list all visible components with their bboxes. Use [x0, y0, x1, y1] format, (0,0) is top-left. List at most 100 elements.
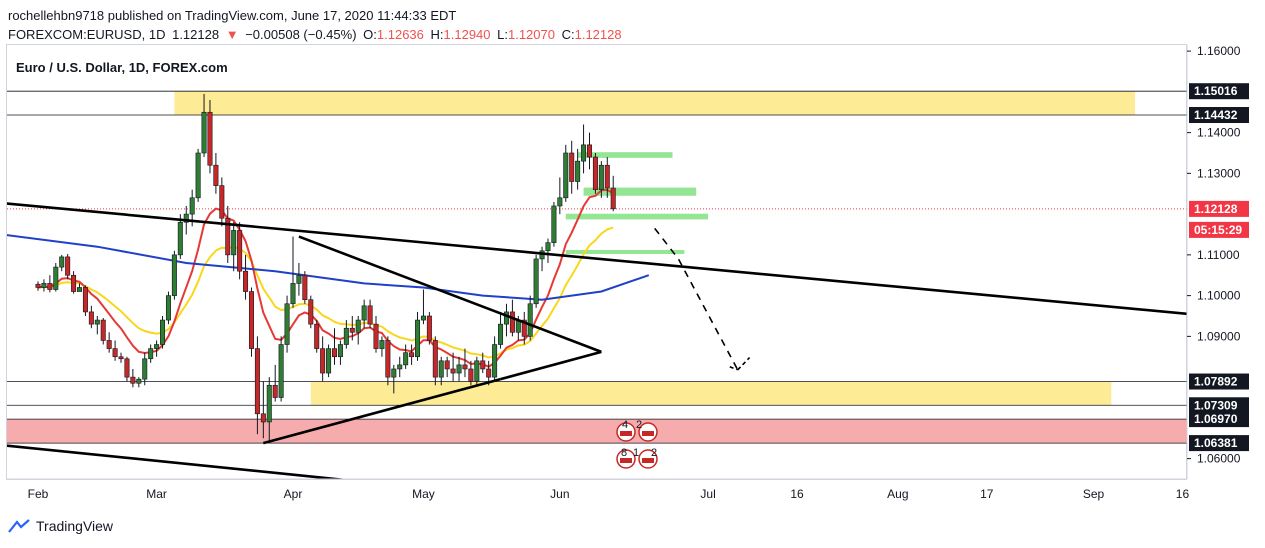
x-tick-label: Mar [146, 487, 167, 501]
candle-body [581, 144, 587, 162]
candle-body [148, 348, 154, 360]
x-tick-label: 17 [980, 487, 994, 501]
candle [379, 336, 385, 357]
candle [142, 352, 148, 386]
projection-path [654, 227, 739, 371]
x-tick-label: 16 [790, 487, 804, 501]
x-tick-label: Jul [700, 487, 715, 501]
candle-body [142, 358, 148, 380]
candle [260, 381, 266, 439]
event-badge-count: 2 [636, 419, 642, 431]
candle [237, 222, 243, 280]
countdown-box [1189, 221, 1249, 238]
event-flag-icon [616, 449, 636, 469]
x-tick-label: Feb [28, 487, 49, 501]
candle [551, 201, 557, 247]
y-tick-label: 1.11000 [1197, 248, 1240, 262]
candle [557, 177, 563, 215]
candle [361, 299, 367, 329]
candle-body [213, 164, 219, 186]
candle-body [106, 340, 112, 349]
candle-body [432, 340, 438, 378]
candle [35, 281, 41, 291]
trend-line-1 [7, 444, 349, 479]
chart-title: Euro / U.S. Dollar, 1D, FOREX.com [16, 60, 228, 75]
candle [492, 336, 498, 382]
candle [213, 152, 219, 194]
candle-body [82, 287, 88, 313]
candle [308, 295, 314, 329]
candle-body [361, 305, 367, 321]
candle-body [290, 283, 296, 305]
candle-body [545, 242, 551, 252]
price-label-text: 1.06970 [1194, 412, 1238, 426]
candle-body [420, 315, 426, 321]
candle-body [308, 299, 314, 325]
candle-body [498, 323, 504, 345]
candle-body [171, 254, 177, 296]
candle-body [367, 305, 373, 325]
candle-body [231, 230, 237, 256]
candle-body [296, 274, 302, 284]
candle-body [503, 311, 509, 325]
event-flag-stripe [620, 458, 632, 463]
last-price: 1.12128 [172, 27, 220, 42]
candle-body [320, 348, 326, 374]
candle-body [563, 152, 569, 199]
x-tick-label: Sep [1083, 487, 1105, 501]
candle-body [349, 327, 355, 333]
header: rochellehbn9718 published on TradingView… [8, 6, 625, 44]
candle-body [326, 348, 332, 374]
candle-body [189, 197, 195, 215]
candle-body [41, 283, 47, 288]
candle-body [35, 283, 41, 288]
candle-body [592, 156, 598, 190]
candle-body [183, 213, 189, 223]
candle [343, 320, 349, 349]
price-label-text: 1.14432 [1194, 108, 1238, 122]
candle-body [237, 230, 243, 272]
price-label-text: 1.12128 [1194, 202, 1238, 216]
x-tick-label: Aug [887, 487, 908, 501]
candle-body [112, 348, 118, 358]
candle [302, 271, 308, 304]
candle [474, 356, 480, 386]
candle-body [557, 197, 563, 207]
close-label: C: [561, 27, 575, 42]
change-arrow: ▼ [225, 27, 239, 42]
candle [106, 332, 112, 353]
x-tick-label: 16 [1176, 487, 1190, 501]
candle-body [598, 164, 604, 190]
price-change: −0.00508 (−0.45%) [245, 27, 357, 42]
trend-line-2 [263, 377, 501, 445]
candle [160, 315, 166, 349]
candle-body [88, 311, 94, 325]
candle [420, 289, 426, 325]
price-label-box [1189, 397, 1249, 414]
candle [586, 132, 592, 170]
candle [403, 344, 409, 369]
candle [450, 352, 456, 382]
candle [243, 254, 249, 300]
candle-body [260, 413, 266, 423]
candle [533, 254, 539, 308]
candle-body [65, 256, 71, 276]
x-tick-label: Jun [550, 487, 569, 501]
event-badge-count: 1 [633, 447, 639, 459]
candle-body [438, 360, 444, 378]
range-zone-6 [565, 249, 685, 254]
support-zone-2 [7, 419, 1187, 444]
candle [320, 336, 326, 382]
candle [604, 157, 610, 198]
candle-body [533, 258, 539, 305]
trend-line-4 [298, 235, 602, 354]
candle-body [266, 384, 272, 423]
candle-body [177, 221, 183, 256]
candle [284, 295, 290, 353]
candle [391, 364, 397, 394]
candle [219, 177, 225, 227]
candle [355, 315, 361, 345]
range-zone-3 [577, 152, 673, 158]
low-label: L: [497, 27, 508, 42]
